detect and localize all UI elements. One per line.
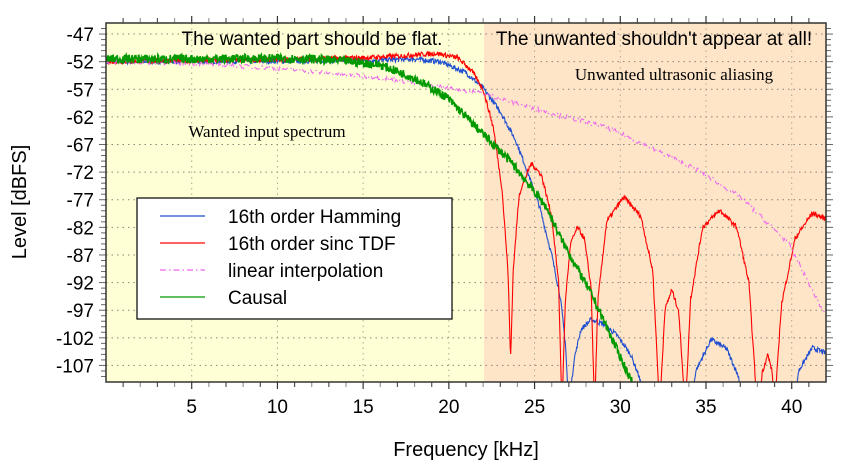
x-tick-label: 20: [438, 397, 459, 418]
y-axis-title: Level [dBFS]: [9, 145, 31, 260]
annotation-unwanted-heading: The unwanted shouldn't appear at all!: [496, 29, 812, 50]
y-tick-label: -77: [67, 191, 94, 212]
x-tick-label: 15: [353, 397, 374, 418]
x-axis-title: Frequency [kHz]: [393, 439, 539, 461]
y-tick-label: -57: [67, 80, 94, 101]
y-tick-label: -82: [67, 218, 94, 239]
y-tick-label: -72: [67, 163, 94, 184]
legend-label-3: Causal: [228, 288, 287, 309]
y-tick-label: -62: [67, 108, 94, 129]
y-tick-label: -67: [67, 136, 94, 157]
y-tick-label: -102: [56, 329, 94, 350]
y-tick-label: -97: [67, 301, 94, 322]
legend-label-0: 16th order Hamming: [228, 207, 401, 228]
legend-label-1: 16th order sinc TDF: [228, 234, 396, 255]
annotation-wanted-label: Wanted input spectrum: [188, 122, 345, 141]
x-tick-label: 40: [781, 397, 802, 418]
y-tick-label: -92: [67, 274, 94, 295]
y-tick-label: -47: [67, 25, 94, 46]
y-tick-label: -52: [67, 53, 94, 74]
series-line-3: [106, 51, 633, 382]
x-tick-label: 35: [695, 397, 716, 418]
y-tick-label: -107: [56, 356, 94, 377]
x-tick-label: 5: [186, 397, 197, 418]
annotation-wanted-heading: The wanted part should be flat.: [182, 29, 443, 50]
legend: 16th order Hamming 16th order sinc TDF lin…: [136, 197, 453, 320]
x-tick-label: 10: [267, 397, 288, 418]
legend-label-2: linear interpolation: [228, 261, 383, 282]
plot-frame: [105, 22, 827, 383]
y-tick-label: -87: [67, 246, 94, 267]
x-tick-label: 30: [610, 397, 631, 418]
series-line-2: [106, 57, 826, 313]
x-tick-label: 25: [524, 397, 545, 418]
annotation-unwanted-label: Unwanted ultrasonic aliasing: [575, 65, 774, 84]
